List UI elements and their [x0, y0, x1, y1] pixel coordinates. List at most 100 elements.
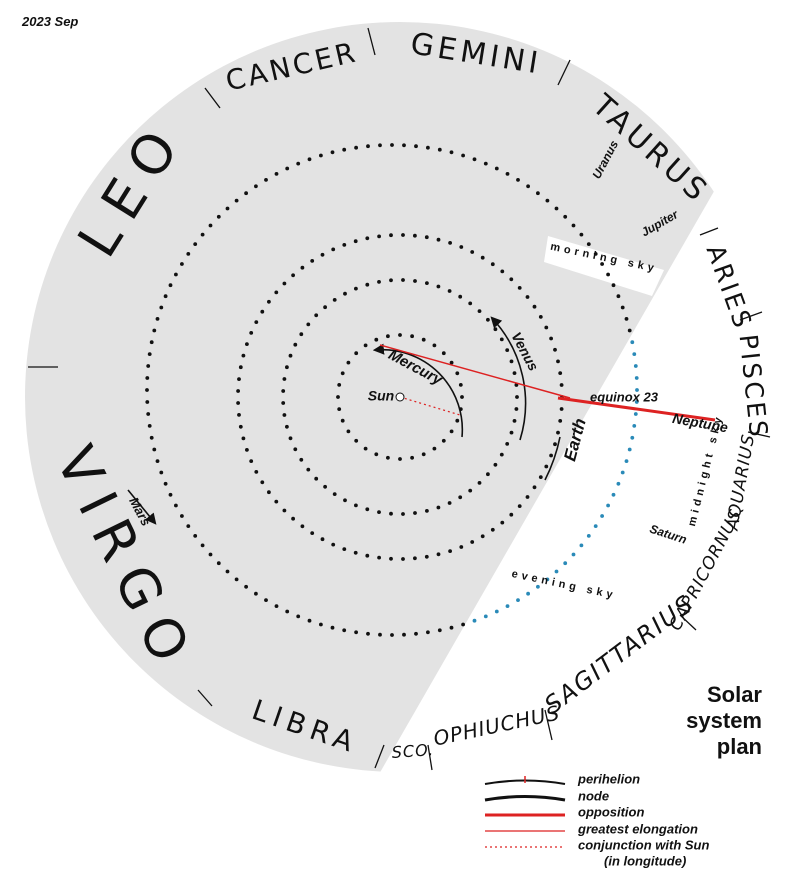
orbit-dot — [559, 383, 564, 387]
orbit-dot — [401, 557, 405, 561]
orbit-dot — [468, 488, 473, 493]
orbit-dot — [254, 591, 258, 596]
orbit-dot — [593, 524, 598, 528]
orbit-dot — [426, 145, 430, 150]
orbit-dot — [493, 462, 498, 467]
orbit-dot — [571, 552, 576, 557]
orbit-dot — [186, 252, 191, 256]
orbit-dot — [216, 561, 221, 566]
orbit-dot — [413, 511, 417, 515]
orbit-dot — [436, 284, 441, 289]
orbit-dot — [545, 577, 550, 582]
orbit-dot — [346, 429, 351, 434]
orbit-dot — [281, 389, 286, 393]
orbit-dot — [300, 265, 305, 270]
orbit-dot — [149, 340, 154, 345]
orbit-dot — [532, 485, 537, 490]
orbit-dot — [398, 333, 402, 337]
orbit-dot — [274, 499, 279, 504]
orbit-dot — [163, 481, 168, 486]
orbit-dot — [180, 262, 184, 266]
orbit-dot — [413, 233, 417, 238]
orbit-dot — [616, 294, 621, 299]
orbit-dot — [241, 353, 246, 358]
orbit-dot — [499, 337, 504, 342]
orbit-dot — [323, 484, 327, 489]
orbit-dot — [634, 400, 639, 404]
orbit-dot — [340, 371, 345, 376]
orbit-dot — [477, 481, 482, 485]
dividers — [28, 27, 771, 771]
orbit-dot — [545, 198, 550, 203]
orbit-dot — [281, 401, 286, 405]
orbit-dot — [244, 584, 249, 589]
orbit-dot — [549, 336, 553, 341]
orbit-dot — [635, 388, 639, 392]
constellation-label: PISCES — [734, 333, 774, 441]
legend-symbols — [484, 776, 566, 848]
orbit-dot — [332, 298, 337, 302]
orbit-dot — [174, 272, 178, 277]
orbit-dot — [306, 322, 311, 327]
orbit-dot — [163, 294, 168, 299]
conjunction-line — [399, 396, 461, 416]
orbit-dot — [180, 514, 184, 518]
orbit-dot — [441, 438, 446, 443]
orbit-dot — [296, 614, 301, 619]
orbit-dot — [378, 143, 382, 148]
orbit-dot — [483, 161, 488, 166]
orbit-dot — [461, 622, 465, 627]
orbit-dot — [208, 223, 213, 228]
orbit-dot — [374, 337, 379, 342]
orbit-dot — [314, 313, 319, 318]
orbit-dot — [449, 360, 454, 365]
orbit-dot — [509, 430, 514, 435]
orbit-dot — [461, 153, 465, 158]
orbit-dot — [470, 250, 475, 254]
orbit-dot — [146, 364, 151, 368]
orbit-dot — [285, 609, 290, 614]
orbit-dot — [390, 633, 394, 637]
equinox-label: equinox 23 — [590, 389, 659, 404]
orbit-dot — [389, 556, 393, 561]
orbit-dot — [500, 520, 505, 525]
orbit-dot — [505, 604, 510, 608]
orbit-dot — [449, 625, 454, 630]
orbit-dot — [536, 191, 540, 196]
orbit-dot — [425, 281, 429, 285]
orbit-dot — [525, 295, 530, 299]
orbit-dot — [342, 147, 347, 152]
orbit-dot — [377, 555, 381, 560]
orbit-dot — [509, 512, 514, 517]
morning-band — [544, 236, 664, 296]
orbit-dot — [354, 286, 358, 291]
orbit-dot — [365, 236, 370, 241]
orbit-dot — [254, 184, 258, 189]
orbit-dot — [401, 512, 405, 516]
orbit-dot — [293, 447, 298, 452]
orbit-dot — [377, 234, 381, 239]
orbit-dot — [174, 503, 178, 508]
orbit-dot — [342, 628, 347, 633]
orbit-dot — [288, 436, 293, 441]
orbit-dot — [593, 252, 598, 256]
orbit-dot — [145, 388, 149, 392]
orbit-dot — [296, 161, 301, 166]
orbit-dot — [354, 503, 358, 508]
orbit-dot — [245, 342, 249, 346]
orbit-dot — [633, 364, 638, 368]
orbit-dot — [274, 172, 279, 176]
orbit-dot — [494, 609, 499, 614]
orbit-dot — [558, 419, 563, 423]
orbit-dot — [525, 495, 530, 499]
legend-label: conjunction with Sun — [578, 837, 709, 852]
orbit-dot — [264, 598, 268, 602]
orbit-dot — [410, 334, 414, 339]
orbit-dot — [401, 278, 405, 282]
orbit-dot — [512, 419, 517, 423]
orbit-dot — [455, 371, 460, 376]
orbit-dot — [538, 475, 543, 479]
orbit-dot — [291, 516, 295, 521]
legend-label: node — [578, 788, 609, 803]
